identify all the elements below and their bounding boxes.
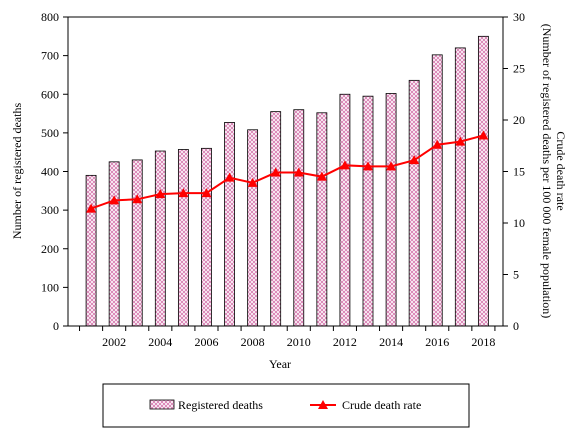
labels-layer: 0 100 200 300 400 500 600 700 800 0 5 10 15 20 25 30 200… — [41, 10, 525, 349]
bar-registered-deaths-2011 — [316, 112, 328, 327]
y-right-tick-label: 20 — [513, 113, 525, 127]
marker-crude-death-rate-2009 — [270, 167, 281, 177]
marker-crude-death-rate-2006 — [201, 188, 212, 198]
line-layer — [86, 130, 489, 213]
marker-crude-death-rate-2014 — [386, 161, 397, 171]
y-left-tick-label: 700 — [41, 49, 59, 63]
y-left-tick-label: 200 — [41, 242, 59, 256]
bar-registered-deaths-2012 — [339, 93, 351, 327]
y-right-axis-title-line2: (Number of registered deaths per 100 000… — [540, 24, 554, 319]
marker-crude-death-rate-2007 — [224, 172, 235, 182]
y-right-tick-label: 30 — [513, 10, 525, 24]
y-left-tick-label: 600 — [41, 87, 59, 101]
legend-label-crude-death-rate: Crude death rate — [342, 398, 421, 412]
marker-crude-death-rate-2001 — [86, 203, 97, 213]
bar-registered-deaths-2015 — [408, 79, 420, 327]
y-left-tick-label: 800 — [41, 10, 59, 24]
x-tick-label: 2002 — [102, 335, 126, 349]
marker-crude-death-rate-2002 — [109, 195, 120, 205]
marker-crude-death-rate-2012 — [339, 160, 350, 170]
bar-registered-deaths-2013 — [362, 95, 374, 327]
bar-registered-deaths-2018 — [477, 35, 489, 327]
x-tick-label: 2006 — [194, 335, 218, 349]
axes-layer — [63, 16, 508, 331]
y-left-tick-label: 300 — [41, 203, 59, 217]
legend: Registered deaths Crude death rate — [102, 383, 470, 428]
bar-registered-deaths-2007 — [224, 122, 235, 327]
marker-crude-death-rate-2015 — [409, 155, 420, 165]
bar-registered-deaths-2003 — [131, 159, 143, 327]
y-right-tick-label: 5 — [513, 268, 519, 282]
bar-registered-deaths-2002 — [108, 161, 120, 327]
bar-registered-deaths-2008 — [247, 129, 259, 327]
x-tick-label: 2008 — [241, 335, 265, 349]
y-right-tick-label: 0 — [513, 319, 519, 333]
x-tick-label: 2012 — [333, 335, 357, 349]
marker-crude-death-rate-2017 — [455, 136, 466, 146]
marker-crude-death-rate-2004 — [155, 189, 166, 199]
y-right-tick-label: 15 — [513, 165, 525, 179]
legend-swatch-marker-crude-death-rate — [318, 400, 328, 409]
bar-registered-deaths-2010 — [293, 109, 305, 327]
bar-registered-deaths-2014 — [385, 93, 397, 327]
bar-registered-deaths-2001 — [85, 174, 97, 327]
y-right-tick-label: 10 — [513, 216, 525, 230]
marker-crude-death-rate-2005 — [178, 188, 189, 198]
line-crude-death-rate — [90, 134, 484, 210]
y-left-tick-label: 100 — [41, 280, 59, 294]
marker-crude-death-rate-2010 — [293, 167, 304, 177]
y-left-tick-label: 400 — [41, 165, 59, 179]
marker-crude-death-rate-2018 — [478, 130, 489, 140]
marker-crude-death-rate-2011 — [316, 171, 327, 181]
bar-registered-deaths-2005 — [177, 149, 189, 327]
legend-label-registered-deaths: Registered deaths — [178, 398, 263, 412]
marker-crude-death-rate-2016 — [432, 139, 443, 149]
y-left-tick-label: 0 — [53, 319, 59, 333]
bar-registered-deaths-2017 — [454, 47, 466, 327]
x-tick-label: 2018 — [471, 335, 495, 349]
x-tick-label: 2014 — [379, 335, 403, 349]
bar-registered-deaths-2009 — [270, 111, 282, 327]
y-right-tick-label: 25 — [513, 62, 525, 76]
x-tick-label: 2010 — [287, 335, 311, 349]
legend-swatch-registered-deaths — [149, 399, 175, 410]
marker-crude-death-rate-2013 — [363, 161, 373, 171]
marker-crude-death-rate-2008 — [247, 177, 258, 187]
bar-registered-deaths-2016 — [431, 54, 443, 327]
x-axis-title: Year — [269, 357, 291, 371]
y-left-tick-label: 500 — [41, 126, 59, 140]
marker-crude-death-rate-2003 — [132, 194, 143, 204]
x-tick-label: 2004 — [148, 335, 172, 349]
bar-registered-deaths-2004 — [154, 150, 166, 327]
y-right-axis-title-line1: Crude death rate — [554, 131, 568, 210]
bar-registered-deaths-2006 — [201, 147, 212, 327]
x-tick-label: 2016 — [425, 335, 449, 349]
y-left-axis-title: Number of registered deaths — [10, 103, 24, 240]
